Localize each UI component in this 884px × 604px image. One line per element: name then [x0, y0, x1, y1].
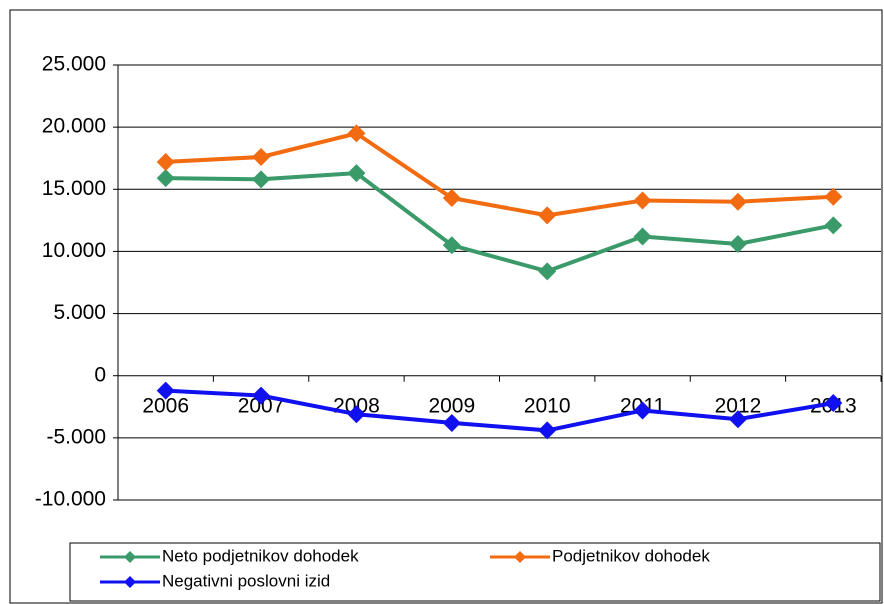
- x-tick-label: 2012: [715, 394, 762, 417]
- legend-label: Podjetnikov dohodek: [552, 546, 710, 565]
- data-point: [538, 421, 557, 440]
- legend-label: Neto podjetnikov dohodek: [162, 546, 359, 565]
- data-point: [156, 169, 175, 188]
- legend-marker: [124, 551, 136, 563]
- series-line: [165, 131, 834, 218]
- y-tick-label: 15.000: [42, 177, 106, 200]
- series-line: [165, 388, 834, 433]
- data-point: [347, 164, 366, 183]
- data-point: [538, 206, 557, 225]
- y-tick-label: 10.000: [42, 239, 106, 262]
- y-tick-label: -5.000: [46, 425, 106, 448]
- data-point: [728, 410, 747, 429]
- data-point: [252, 170, 271, 189]
- data-point: [728, 234, 747, 253]
- data-point: [347, 405, 366, 424]
- legend-box: [69, 542, 881, 602]
- data-point: [538, 262, 557, 281]
- data-point: [347, 124, 366, 143]
- legend-marker: [124, 576, 136, 588]
- data-point: [728, 192, 747, 211]
- data-point: [442, 236, 461, 255]
- data-point: [442, 188, 461, 207]
- data-point: [252, 147, 271, 166]
- data-point: [824, 187, 843, 206]
- data-point: [824, 394, 843, 413]
- x-tick-label: 2007: [238, 394, 285, 417]
- data-point: [156, 381, 175, 400]
- x-tick-label: 2010: [524, 394, 571, 417]
- y-tick-label: 25.000: [42, 53, 106, 76]
- y-tick-label: 20.000: [42, 115, 106, 138]
- legend-label: Negativni poslovni izid: [162, 571, 330, 590]
- x-tick-label: 2006: [142, 394, 189, 417]
- data-point: [156, 152, 175, 171]
- data-point: [252, 386, 271, 405]
- data-point: [442, 413, 461, 432]
- data-point: [633, 227, 652, 246]
- data-point: [633, 191, 652, 210]
- data-point: [824, 216, 843, 235]
- chart-frame: [9, 9, 883, 604]
- y-tick-label: 5.000: [53, 301, 106, 324]
- y-tick-label: 0: [94, 363, 106, 386]
- data-point: [633, 401, 652, 420]
- y-tick-label: -10.000: [35, 488, 106, 511]
- x-tick-label: 2009: [428, 394, 475, 417]
- legend-marker: [514, 551, 526, 563]
- series-line: [165, 171, 834, 274]
